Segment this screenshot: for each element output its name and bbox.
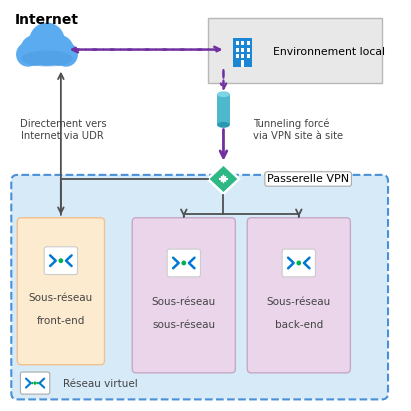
Bar xyxy=(247,48,249,52)
Circle shape xyxy=(34,382,36,384)
FancyBboxPatch shape xyxy=(21,372,50,394)
Bar xyxy=(236,42,238,45)
Ellipse shape xyxy=(21,51,73,67)
Bar xyxy=(241,48,244,52)
Bar xyxy=(241,42,244,45)
Circle shape xyxy=(31,382,34,384)
Text: Environnement local: Environnement local xyxy=(273,47,385,58)
Circle shape xyxy=(20,35,50,66)
Ellipse shape xyxy=(217,91,230,97)
Polygon shape xyxy=(208,164,239,194)
Bar xyxy=(240,60,245,67)
Text: Directement vers
Internet via UDR: Directement vers Internet via UDR xyxy=(20,119,106,141)
FancyBboxPatch shape xyxy=(247,218,350,373)
Circle shape xyxy=(296,261,301,266)
Circle shape xyxy=(44,35,74,66)
FancyBboxPatch shape xyxy=(12,175,388,399)
Bar xyxy=(241,55,244,58)
FancyBboxPatch shape xyxy=(282,249,316,277)
FancyBboxPatch shape xyxy=(208,18,382,83)
Bar xyxy=(247,55,249,58)
Text: Sous-réseau

front-end: Sous-réseau front-end xyxy=(29,293,93,326)
Text: Sous-réseau

sous-réseau: Sous-réseau sous-réseau xyxy=(152,297,216,330)
Text: Tunneling forcé
via VPN site à site: Tunneling forcé via VPN site à site xyxy=(253,119,343,141)
Circle shape xyxy=(37,382,39,384)
Circle shape xyxy=(181,261,186,266)
Circle shape xyxy=(16,42,40,67)
Text: Sous-réseau

back-end: Sous-réseau back-end xyxy=(267,297,331,330)
FancyBboxPatch shape xyxy=(132,218,236,373)
Text: Réseau virtuel: Réseau virtuel xyxy=(63,379,138,389)
FancyBboxPatch shape xyxy=(167,249,201,277)
FancyBboxPatch shape xyxy=(17,218,104,365)
Circle shape xyxy=(29,23,65,59)
Bar xyxy=(236,55,238,58)
Ellipse shape xyxy=(21,46,73,66)
Ellipse shape xyxy=(217,122,230,128)
Bar xyxy=(217,94,230,125)
Bar xyxy=(236,48,238,52)
Text: Passerelle VPN: Passerelle VPN xyxy=(267,174,349,184)
Circle shape xyxy=(58,258,63,263)
Bar xyxy=(233,38,252,67)
FancyBboxPatch shape xyxy=(44,247,78,275)
Circle shape xyxy=(34,381,37,385)
Circle shape xyxy=(54,42,78,67)
Text: Internet: Internet xyxy=(15,13,79,27)
Bar xyxy=(247,42,249,45)
